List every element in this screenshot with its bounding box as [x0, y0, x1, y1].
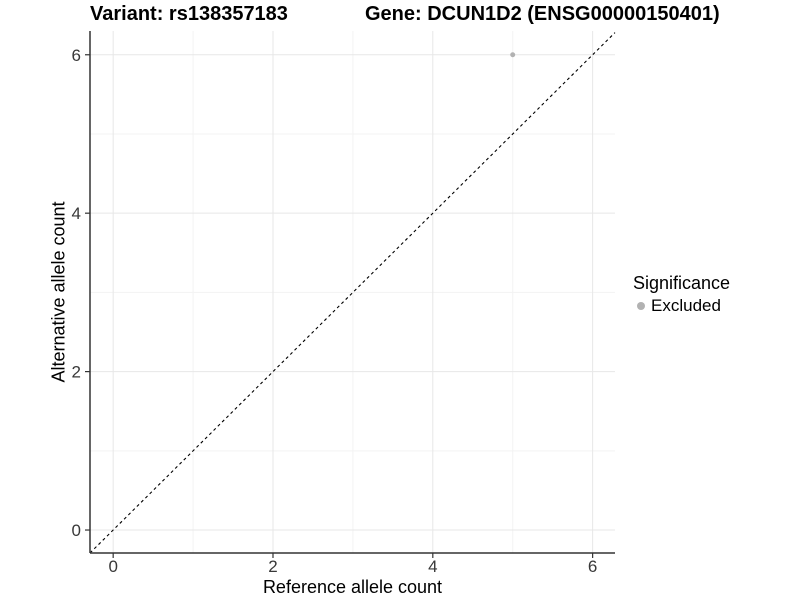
legend-title: Significance — [633, 273, 731, 293]
svg-text:6: 6 — [72, 46, 81, 65]
svg-text:2: 2 — [72, 363, 81, 382]
svg-text:0: 0 — [72, 521, 81, 540]
y-axis-title: Alternative allele count — [48, 201, 69, 383]
svg-text:4: 4 — [72, 204, 81, 223]
svg-text:2: 2 — [268, 557, 277, 576]
legend-key-dot-icon — [637, 302, 645, 310]
legend-item-excluded: Excluded — [633, 296, 730, 316]
plot-title-variant: Variant: rs138357183 — [90, 3, 288, 25]
data-point — [510, 52, 516, 58]
x-axis-title: Reference allele count — [262, 577, 443, 597]
plot-panel: 0 2 4 6 0 2 4 6 — [72, 31, 616, 576]
svg-text:0: 0 — [108, 557, 117, 576]
legend-item-label: Excluded — [651, 296, 721, 315]
plot-title-gene: Gene: DCUN1D2 (ENSG00000150401) — [365, 3, 720, 25]
svg-text:6: 6 — [588, 557, 597, 576]
legend: Significance Excluded — [633, 272, 730, 316]
svg-text:4: 4 — [428, 557, 437, 576]
